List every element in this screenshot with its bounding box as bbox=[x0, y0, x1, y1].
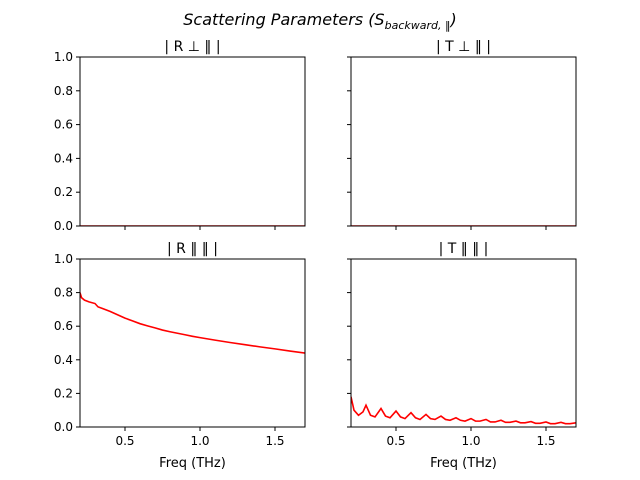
suptitle-subscript: backward, ‖ bbox=[385, 19, 451, 32]
subplot-title: | T ⊥ ‖ | bbox=[436, 39, 491, 55]
y-tick-label: 0.2 bbox=[54, 386, 73, 400]
y-tick-label: 0.6 bbox=[54, 118, 73, 132]
subplot-4: | T ‖ ‖ | 0.5 1.0 1.5 Freq (THz) bbox=[347, 241, 577, 471]
subplot-2: | T ⊥ ‖ | bbox=[347, 39, 577, 230]
x-axis-label: Freq (THz) bbox=[159, 456, 226, 471]
x-tick-label: 1.0 bbox=[461, 434, 480, 448]
x-tick-label: 1.5 bbox=[536, 434, 555, 448]
series-line bbox=[80, 292, 305, 354]
x-tick-label: 0.5 bbox=[115, 434, 134, 448]
figure-suptitle: Scattering Parameters (Sbackward, ‖) bbox=[183, 10, 456, 32]
y-tick-label: 0.6 bbox=[54, 319, 73, 333]
y-tick-label: 0.2 bbox=[54, 185, 73, 199]
subplot-3: | R ‖ ‖ | 0.0 0.2 0.4 0.6 0.8 1.0 0.5 1.0 1.5 Freq… bbox=[54, 241, 306, 471]
series-line bbox=[351, 396, 576, 425]
plot-frame bbox=[350, 56, 577, 227]
subplots-grid: | R ⊥ ‖ | 0.0 0.2 0.4 0.6 0.8 1.0 | T ⊥ ‖ | | R … bbox=[54, 39, 577, 471]
x-tick-label: 1.5 bbox=[265, 434, 284, 448]
subplot-1: | R ⊥ ‖ | 0.0 0.2 0.4 0.6 0.8 1.0 bbox=[54, 39, 306, 233]
y-tick-label: 1.0 bbox=[54, 252, 73, 266]
x-tick-label: 1.0 bbox=[190, 434, 209, 448]
y-tick-label: 0.8 bbox=[54, 286, 73, 300]
y-tick-label: 0.4 bbox=[54, 353, 73, 367]
subplot-title: | R ‖ ‖ | bbox=[167, 241, 218, 257]
plot-frame bbox=[79, 258, 306, 428]
y-tick-label: 0.8 bbox=[54, 84, 73, 98]
x-tick-label: 0.5 bbox=[386, 434, 405, 448]
plot-frame bbox=[79, 56, 306, 227]
x-axis-label: Freq (THz) bbox=[430, 456, 497, 471]
y-tick-label: 0.4 bbox=[54, 151, 73, 165]
subplot-title: | R ⊥ ‖ | bbox=[164, 39, 220, 55]
suptitle-main: Scattering Parameters (S bbox=[183, 10, 384, 29]
y-tick-label: 1.0 bbox=[54, 50, 73, 64]
plot-frame bbox=[350, 258, 577, 428]
subplot-title: | T ‖ ‖ | bbox=[439, 241, 489, 257]
y-tick-label: 0.0 bbox=[54, 420, 73, 434]
y-tick-label: 0.0 bbox=[54, 219, 73, 233]
suptitle-close: ) bbox=[449, 10, 456, 29]
